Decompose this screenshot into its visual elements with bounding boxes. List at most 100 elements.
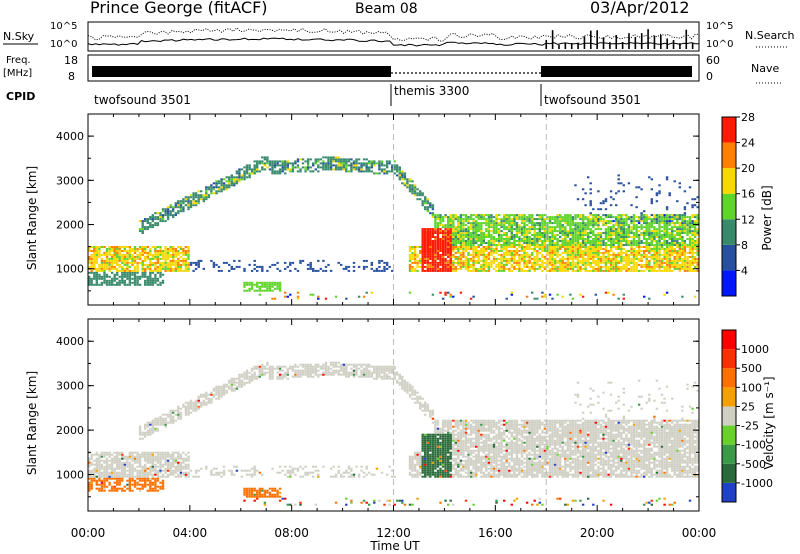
heatmap-cell bbox=[342, 267, 345, 270]
heatmap-cell bbox=[607, 244, 610, 246]
heatmap-cell bbox=[584, 242, 587, 244]
heatmap-cell bbox=[256, 164, 259, 167]
heatmap-cell bbox=[138, 228, 142, 231]
heatmap-cell bbox=[592, 220, 595, 223]
heatmap-cell bbox=[457, 251, 460, 254]
heatmap-cell bbox=[497, 234, 501, 236]
heatmap-cell bbox=[612, 269, 615, 272]
heatmap-cell bbox=[587, 224, 590, 227]
heatmap-cell bbox=[166, 459, 170, 462]
heatmap-cell bbox=[116, 250, 119, 252]
heatmap-cell bbox=[329, 156, 333, 159]
heatmap-cell bbox=[182, 210, 185, 213]
heatmap-cell bbox=[653, 232, 656, 234]
heatmap-cell bbox=[220, 186, 223, 189]
heatmap-cell bbox=[161, 475, 165, 478]
heatmap-cell bbox=[100, 463, 104, 466]
heatmap-cell bbox=[261, 160, 264, 163]
heatmap-cell bbox=[447, 253, 450, 256]
heatmap-cell bbox=[434, 222, 437, 225]
heatmap-cell bbox=[513, 234, 516, 236]
heatmap-cell bbox=[235, 180, 239, 183]
heatmap-cell bbox=[202, 198, 205, 201]
heatmap-cell bbox=[574, 218, 577, 221]
heatmap-cell bbox=[243, 289, 246, 292]
heatmap-cell bbox=[589, 242, 592, 244]
heatmap-cell bbox=[520, 244, 524, 246]
heatmap-cell bbox=[138, 275, 142, 278]
heatmap-cell bbox=[457, 232, 460, 234]
heatmap-cell bbox=[615, 204, 618, 207]
heatmap-cell bbox=[146, 255, 149, 258]
heatmap-cell bbox=[627, 250, 631, 252]
heatmap-cell bbox=[406, 186, 409, 189]
heatmap-cell bbox=[161, 421, 165, 424]
heatmap-cell bbox=[449, 226, 452, 229]
heatmap-cell bbox=[584, 265, 587, 268]
heatmap-cell bbox=[459, 228, 463, 231]
heatmap-cell bbox=[576, 238, 580, 240]
heatmap-cell bbox=[617, 238, 620, 240]
heatmap-cell bbox=[625, 244, 628, 246]
heatmap-cell bbox=[467, 253, 470, 256]
heatmap-cell bbox=[520, 255, 524, 258]
heatmap-cell bbox=[194, 263, 198, 266]
heatmap-cell bbox=[620, 238, 623, 240]
heatmap-cell bbox=[268, 162, 272, 165]
heatmap-cell bbox=[174, 465, 177, 468]
heatmap-cell bbox=[436, 261, 440, 264]
heatmap-cell bbox=[513, 222, 516, 225]
heatmap-cell bbox=[464, 244, 468, 246]
heatmap-cell bbox=[541, 253, 544, 256]
heatmap-cell bbox=[604, 224, 608, 227]
heatmap-cell bbox=[617, 236, 620, 238]
heatmap-cell bbox=[131, 273, 134, 276]
heatmap-cell bbox=[553, 230, 557, 233]
heatmap-cell bbox=[480, 232, 483, 234]
heatmap-cell bbox=[166, 255, 170, 258]
heatmap-cell bbox=[116, 255, 119, 258]
heatmap-cell bbox=[599, 259, 603, 262]
heatmap-cell bbox=[278, 269, 282, 272]
heatmap-cell bbox=[439, 263, 442, 266]
heatmap-cell bbox=[683, 222, 687, 225]
heatmap-cell bbox=[149, 481, 152, 484]
heatmap-cell bbox=[548, 263, 552, 266]
heatmap-cell bbox=[683, 206, 687, 209]
heatmap-cell bbox=[480, 253, 483, 256]
heatmap-cell bbox=[676, 228, 679, 231]
heatmap-cell bbox=[696, 216, 699, 219]
heatmap-cell bbox=[617, 214, 620, 217]
heatmap-cell bbox=[95, 246, 98, 248]
heatmap-cell bbox=[281, 168, 284, 171]
heatmap-cell bbox=[566, 218, 569, 221]
heatmap-cell bbox=[256, 166, 259, 169]
heatmap-cell bbox=[645, 234, 648, 236]
heatmap-cell bbox=[691, 238, 694, 240]
heatmap-cell bbox=[166, 475, 170, 478]
heatmap-cell bbox=[411, 184, 414, 187]
heatmap-cell bbox=[686, 220, 689, 223]
heatmap-cell bbox=[681, 226, 684, 229]
heatmap-cell bbox=[93, 255, 96, 258]
heatmap-cell bbox=[105, 263, 109, 266]
heatmap-cell bbox=[205, 186, 208, 189]
heatmap-cell bbox=[131, 467, 134, 470]
heatmap-cell bbox=[146, 263, 149, 266]
heatmap-cell bbox=[658, 226, 661, 229]
heatmap-cell bbox=[95, 463, 98, 466]
heatmap-cell bbox=[630, 244, 633, 246]
heatmap-cell bbox=[413, 251, 417, 254]
heatmap-cell bbox=[510, 232, 513, 234]
heatmap-cell bbox=[490, 244, 493, 246]
heatmap-cell bbox=[612, 228, 615, 231]
heatmap-cell bbox=[653, 220, 656, 223]
heatmap-cell bbox=[503, 214, 506, 217]
heatmap-cell bbox=[650, 202, 653, 205]
heatmap-cell bbox=[475, 230, 478, 233]
heatmap-cell bbox=[121, 257, 124, 260]
heatmap-cell bbox=[154, 419, 157, 422]
heatmap-cell bbox=[668, 228, 671, 231]
heatmap-cell bbox=[429, 257, 432, 260]
heatmap-cell bbox=[314, 162, 317, 165]
